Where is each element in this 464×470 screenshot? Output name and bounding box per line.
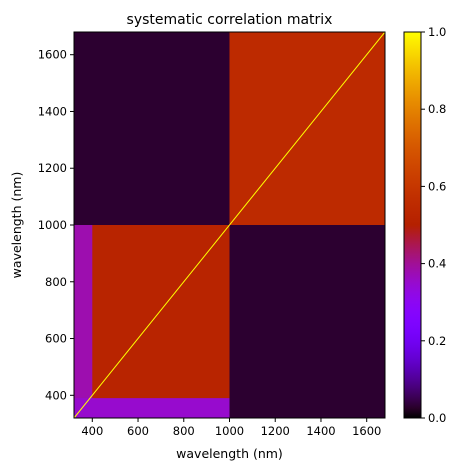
colorbar-axis: 0.0 0.2 0.4 0.6 0.8 1.0 <box>421 25 446 425</box>
y-tick-label: 600 <box>45 332 67 346</box>
x-tick-label: 1400 <box>306 424 335 438</box>
x-tick-label: 800 <box>173 424 195 438</box>
colorbar-tick-label: 0.6 <box>428 179 446 193</box>
y-tick-label: 1600 <box>38 48 67 62</box>
x-tick-label: 400 <box>81 424 103 438</box>
heatmap-edge-region-0 <box>74 225 93 418</box>
y-tick-label: 1200 <box>38 161 67 175</box>
x-tick-label: 600 <box>127 424 149 438</box>
colorbar-tick-label: 0.0 <box>428 411 446 425</box>
y-tick-label: 800 <box>45 275 67 289</box>
x-tick-label: 1000 <box>215 424 244 438</box>
x-tick-label: 1200 <box>261 424 290 438</box>
heatmap-edge-region-1 <box>74 398 230 418</box>
colorbar-tick-label: 0.2 <box>428 334 446 348</box>
heatmap-block-3 <box>229 225 385 418</box>
x-axis-label: wavelength (nm) <box>176 446 283 461</box>
x-axis: 400 600 800 1000 1200 1400 1600 <box>81 418 381 438</box>
y-tick-label: 1000 <box>38 218 67 232</box>
y-tick-label: 400 <box>45 388 67 402</box>
y-axis: 400 600 800 1000 1200 1400 1600 <box>38 48 74 402</box>
y-tick-label: 1400 <box>38 104 67 118</box>
heatmap-block-0 <box>74 32 230 225</box>
colorbar-tick-label: 0.4 <box>428 257 446 271</box>
x-tick-label: 1600 <box>352 424 381 438</box>
colorbar-tick-label: 1.0 <box>428 25 446 39</box>
diagonal-line-segment <box>73 31 386 419</box>
colorbar <box>403 31 422 419</box>
diagonal-line <box>73 31 386 419</box>
chart-title: systematic correlation matrix <box>127 12 333 28</box>
colorbar-tick-label: 0.8 <box>428 102 446 116</box>
y-axis-label: wavelength (nm) <box>9 172 24 279</box>
